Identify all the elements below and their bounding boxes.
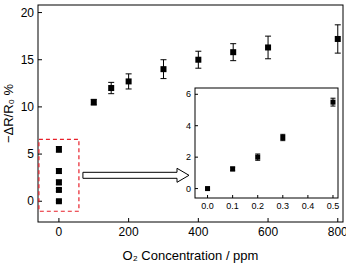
error-bar <box>160 60 166 79</box>
error-bar <box>91 99 97 105</box>
point <box>56 179 62 185</box>
y-tick-label: 10 <box>21 100 35 114</box>
point <box>56 146 62 152</box>
data-marks <box>56 25 341 204</box>
arrow <box>83 168 189 182</box>
point <box>91 99 97 105</box>
x-tick-label: 0.3 <box>277 201 290 211</box>
point <box>56 198 62 204</box>
error-bar <box>195 51 201 68</box>
y-tick <box>38 12 42 13</box>
chart: 020040060080005101520O₂ Concentration / … <box>0 0 346 265</box>
x-tick-label: 0.1 <box>226 201 239 211</box>
plot-frame <box>195 88 338 198</box>
point <box>265 44 271 50</box>
main-plot: 020040060080005101520O₂ Concentration / … <box>1 5 346 263</box>
y-tick <box>38 154 42 155</box>
inset-background <box>195 88 338 198</box>
error-bar <box>265 36 271 59</box>
x-tick <box>128 218 129 222</box>
point <box>160 66 166 72</box>
point <box>330 100 335 105</box>
highlight-box <box>39 139 79 211</box>
x-axis-label: O₂ Concentration / ppm <box>123 248 259 263</box>
x-tick-label: 800 <box>328 225 346 239</box>
y-tick-label: 0 <box>27 194 34 208</box>
inset-plot: 0.0 0.1 0.2 0.3 0.4 0.5 0 2 4 6 <box>186 88 339 211</box>
y-tick-label: 2 <box>186 152 191 162</box>
error-bar <box>230 167 235 171</box>
data-marks <box>205 98 335 191</box>
x-tick <box>58 218 59 222</box>
y-axis-label: −ΔR/R₀ % <box>1 83 16 143</box>
error-bar <box>56 147 62 153</box>
point <box>230 166 235 171</box>
y-tick-label: 20 <box>21 6 35 20</box>
x-tick <box>268 218 269 222</box>
x-tick-label: 0.0 <box>201 201 214 211</box>
y-tick-label: 15 <box>21 53 35 67</box>
y-tick-label: 4 <box>186 121 191 131</box>
error-bar <box>280 134 285 140</box>
error-bar <box>56 180 62 185</box>
error-bar <box>330 98 335 106</box>
x-tick-label: 200 <box>119 225 139 239</box>
y-tick-label: 0 <box>186 184 191 194</box>
x-tick-label: 400 <box>188 225 208 239</box>
x-tick-label: 0.5 <box>327 201 340 211</box>
point <box>56 187 62 193</box>
x-tick-label: 600 <box>258 225 278 239</box>
point <box>195 57 201 63</box>
point <box>126 78 132 84</box>
point <box>255 155 260 160</box>
y-tick <box>38 106 42 107</box>
error-bar <box>335 25 341 53</box>
x-tick <box>198 218 199 222</box>
x-tick-label: 0.4 <box>302 201 315 211</box>
point <box>56 168 62 174</box>
error-bar <box>126 74 132 89</box>
y-tick <box>38 59 42 60</box>
error-bar <box>108 82 114 93</box>
x-tick-label: 0 <box>56 225 63 239</box>
y-tick-label: 5 <box>27 147 34 161</box>
point <box>230 49 236 55</box>
point <box>280 135 285 140</box>
plot-frame <box>38 5 343 222</box>
point <box>335 36 341 42</box>
x-tick <box>337 218 338 222</box>
error-bar <box>56 169 62 174</box>
point <box>108 85 114 91</box>
error-bar <box>230 44 236 61</box>
x-tick-label: 0.2 <box>251 201 264 211</box>
y-tick-label: 6 <box>186 89 191 99</box>
error-bar <box>255 154 260 160</box>
point <box>205 186 210 191</box>
